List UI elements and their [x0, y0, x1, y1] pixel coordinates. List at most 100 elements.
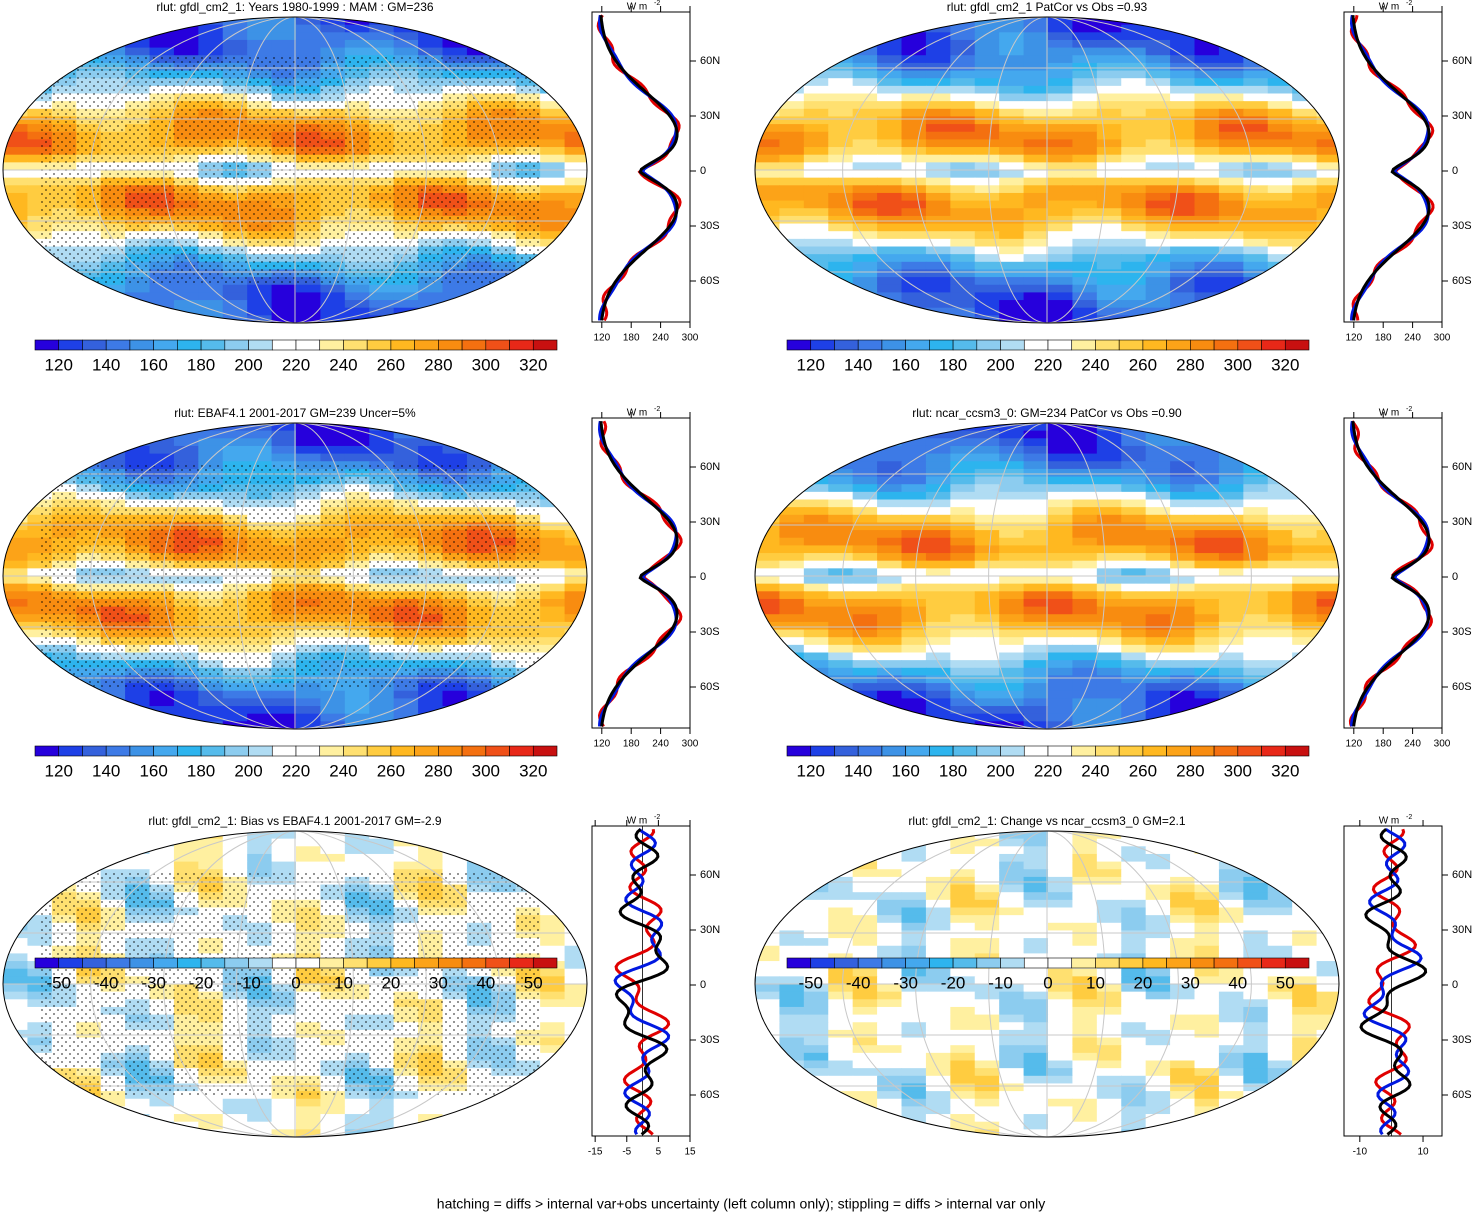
map-cell	[466, 430, 492, 439]
map-cell	[950, 300, 976, 309]
map-cell	[100, 838, 126, 847]
map-cell	[3, 637, 29, 646]
map-cell	[1096, 47, 1122, 56]
map-cell	[1267, 637, 1293, 646]
map-cell	[1072, 170, 1098, 179]
map-cell	[515, 1091, 541, 1100]
map-cell	[999, 491, 1025, 501]
map-cell	[1316, 17, 1339, 26]
map-cell	[755, 706, 781, 715]
map-cell	[296, 861, 322, 870]
map-cell	[344, 861, 370, 870]
map-cell	[515, 853, 541, 863]
map-cell	[442, 423, 468, 432]
map-cell	[3, 675, 29, 684]
map-cell	[149, 445, 175, 455]
map-cell	[271, 438, 297, 447]
map-cell	[1096, 55, 1122, 64]
map-cell	[3, 47, 29, 56]
map-cell	[344, 438, 370, 447]
map-cell	[1048, 131, 1074, 140]
map-cell	[1267, 284, 1293, 293]
map-cell	[1121, 307, 1147, 316]
map-cell	[1023, 522, 1049, 531]
zonal-frame	[1343, 11, 1443, 323]
map-cell	[1316, 522, 1339, 531]
map-cell	[901, 177, 927, 186]
map-cell	[1023, 39, 1049, 49]
map-cell	[564, 976, 587, 985]
map-cell	[755, 583, 781, 592]
map-cell	[3, 254, 29, 263]
map-cell	[1218, 139, 1244, 148]
map-cell	[999, 522, 1025, 531]
map-cell	[418, 17, 444, 26]
map-cell	[1023, 292, 1049, 301]
map-cell	[1292, 62, 1318, 72]
map-cell	[779, 713, 805, 722]
map-cell	[925, 192, 951, 202]
map-cell	[149, 438, 175, 447]
map-cell	[950, 154, 976, 163]
map-cell	[296, 838, 322, 847]
map-cell	[369, 47, 395, 56]
map-cell	[1145, 101, 1171, 110]
map-cell	[755, 24, 781, 33]
map-cell	[1292, 17, 1318, 26]
map-cell	[1072, 706, 1098, 715]
map-cell	[344, 453, 370, 462]
map-cell	[1023, 706, 1049, 715]
map-cell	[1243, 24, 1269, 33]
map-cell	[925, 47, 951, 56]
map-cell	[1072, 154, 1098, 163]
map-cell	[1194, 484, 1220, 493]
map-cell	[755, 231, 781, 240]
map-cell	[974, 667, 1000, 677]
map-cell	[999, 62, 1025, 72]
map-cell	[1170, 208, 1196, 217]
map-cell	[1072, 423, 1098, 432]
x-tick-label: 240	[652, 333, 669, 344]
map-cell	[344, 292, 370, 301]
map-cell	[1292, 208, 1318, 217]
map-cell	[803, 124, 829, 133]
map-cell	[27, 831, 53, 840]
map-cell	[755, 644, 781, 654]
map-cell	[901, 93, 927, 102]
map-cell	[950, 667, 976, 677]
map-cell	[27, 238, 53, 248]
map-cell	[877, 208, 903, 217]
map-cell	[1072, 284, 1098, 293]
map-cell	[901, 652, 927, 661]
map-cell	[51, 62, 77, 72]
map-cell	[999, 675, 1025, 684]
map-cell	[76, 698, 102, 707]
map-cell	[540, 430, 566, 439]
map-cell	[393, 861, 419, 870]
map-cell	[1096, 200, 1122, 209]
map-cell	[1170, 292, 1196, 301]
map-cell	[950, 284, 976, 293]
map-cell	[173, 423, 199, 432]
colorbar-label: 320	[519, 355, 547, 374]
map-cell	[779, 690, 805, 699]
map-cell	[564, 438, 587, 447]
map-cell	[755, 675, 781, 684]
map-cell	[540, 915, 566, 924]
map-cell	[1096, 131, 1122, 140]
map-cell	[1194, 116, 1220, 125]
map-cell	[1316, 545, 1339, 554]
map-cell	[100, 438, 126, 447]
map-cell	[271, 17, 297, 26]
map-cell	[925, 468, 951, 478]
map-cell	[1121, 231, 1147, 240]
map-cell	[755, 162, 781, 171]
meridian	[988, 17, 1106, 323]
map-cell	[51, 713, 77, 722]
map-cell	[901, 269, 927, 278]
x-tick-label: 120	[1345, 333, 1362, 344]
map-cell	[1121, 560, 1147, 569]
map-cell	[100, 307, 126, 316]
map-cell	[3, 945, 29, 954]
map-cell	[51, 17, 77, 26]
